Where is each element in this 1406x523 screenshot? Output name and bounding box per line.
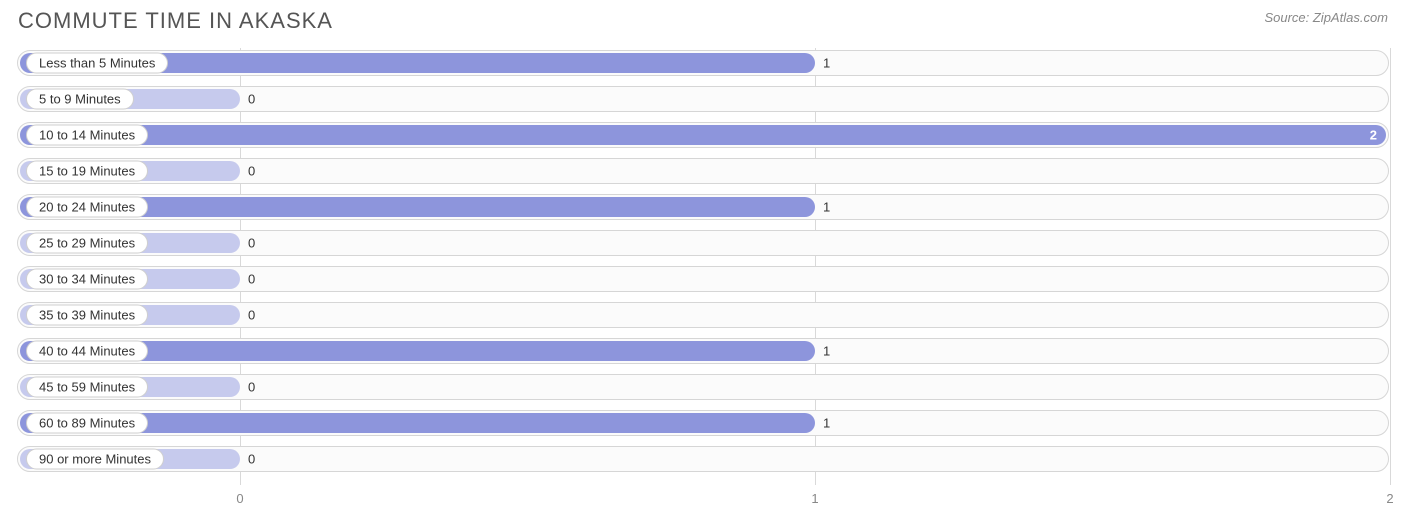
source-attribution: Source: ZipAtlas.com — [1264, 8, 1388, 25]
bar-row: 35 to 39 Minutes 0 — [17, 302, 1389, 328]
chart-plot-area: Less than 5 Minutes 1 5 to 9 Minutes 0 10 to… — [17, 48, 1389, 485]
bar-row: 15 to 19 Minutes 0 — [17, 158, 1389, 184]
chart-title: COMMUTE TIME IN AKASKA — [18, 8, 333, 34]
category-pill: 15 to 19 Minutes — [26, 161, 148, 182]
value-label: 1 — [823, 200, 830, 215]
bar-row: 25 to 29 Minutes 0 — [17, 230, 1389, 256]
bar-fill — [20, 125, 1386, 145]
bar-row: 90 or more Minutes 0 — [17, 446, 1389, 472]
value-label: 0 — [248, 308, 255, 323]
bar-row: 20 to 24 Minutes 1 — [17, 194, 1389, 220]
x-axis-tick: 1 — [811, 491, 818, 506]
bar-row: 30 to 34 Minutes 0 — [17, 266, 1389, 292]
value-label: 2 — [1370, 128, 1377, 143]
gridline — [1390, 48, 1391, 485]
value-label: 0 — [248, 92, 255, 107]
category-pill: 45 to 59 Minutes — [26, 377, 148, 398]
category-pill: 35 to 39 Minutes — [26, 305, 148, 326]
category-pill: 20 to 24 Minutes — [26, 197, 148, 218]
bar-row: Less than 5 Minutes 1 — [17, 50, 1389, 76]
category-pill: Less than 5 Minutes — [26, 53, 168, 74]
x-axis-tick: 2 — [1386, 491, 1393, 506]
value-label: 0 — [248, 164, 255, 179]
value-label: 0 — [248, 452, 255, 467]
x-axis-tick: 0 — [236, 491, 243, 506]
x-axis: 012 — [17, 491, 1389, 509]
value-label: 1 — [823, 344, 830, 359]
value-label: 0 — [248, 380, 255, 395]
bar-row: 5 to 9 Minutes 0 — [17, 86, 1389, 112]
value-label: 0 — [248, 236, 255, 251]
bar-row: 40 to 44 Minutes 1 — [17, 338, 1389, 364]
bar-row: 45 to 59 Minutes 0 — [17, 374, 1389, 400]
category-pill: 90 or more Minutes — [26, 449, 164, 470]
value-label: 1 — [823, 56, 830, 71]
bar-row: 10 to 14 Minutes 2 — [17, 122, 1389, 148]
value-label: 0 — [248, 272, 255, 287]
category-pill: 5 to 9 Minutes — [26, 89, 134, 110]
category-pill: 25 to 29 Minutes — [26, 233, 148, 254]
category-pill: 10 to 14 Minutes — [26, 125, 148, 146]
value-label: 1 — [823, 416, 830, 431]
bar-row: 60 to 89 Minutes 1 — [17, 410, 1389, 436]
category-pill: 40 to 44 Minutes — [26, 341, 148, 362]
category-pill: 60 to 89 Minutes — [26, 413, 148, 434]
category-pill: 30 to 34 Minutes — [26, 269, 148, 290]
